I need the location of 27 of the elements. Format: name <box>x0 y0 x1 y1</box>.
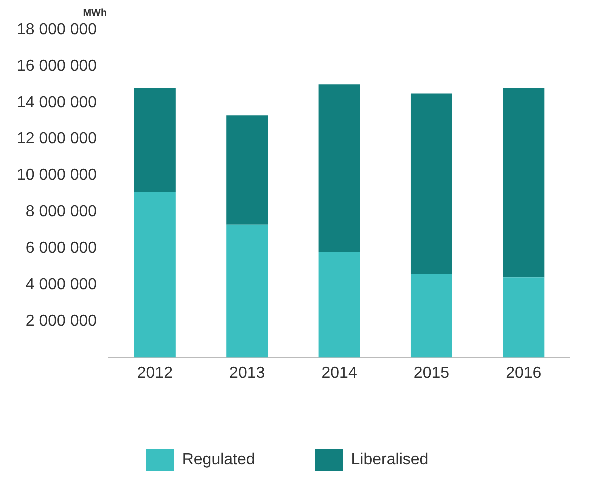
y-tick-label: 6 000 000 <box>26 240 98 257</box>
bar <box>318 84 360 252</box>
y-tick-label: 10 000 000 <box>17 167 98 184</box>
bar <box>134 88 176 192</box>
legend-label: Regulated <box>182 451 256 468</box>
legend-label: Liberalised <box>351 451 429 468</box>
x-tick-label: 2015 <box>414 364 450 382</box>
y-tick-label: 16 000 000 <box>17 58 98 75</box>
bar <box>134 192 176 358</box>
y-tick-label: 14 000 000 <box>17 94 98 112</box>
y-tick-label: 2 000 000 <box>26 312 98 330</box>
bar <box>410 274 452 358</box>
bar <box>410 94 452 274</box>
x-tick-label: 2013 <box>230 364 266 382</box>
x-tick-label: 2014 <box>322 364 358 382</box>
x-tick-label: 2016 <box>506 364 542 382</box>
y-tick-label: 12 000 000 <box>17 130 98 148</box>
y-tick-label: 4 000 000 <box>26 276 98 294</box>
y-tick-label: 18 000 000 <box>17 21 98 38</box>
bar <box>318 252 360 358</box>
bar <box>226 116 268 225</box>
bar <box>503 88 545 278</box>
y-axis-title: MWh <box>83 8 108 19</box>
bar <box>503 278 545 358</box>
bar <box>226 224 268 358</box>
y-tick-label: 8 000 000 <box>26 204 98 221</box>
x-tick-label: 2012 <box>137 364 174 382</box>
